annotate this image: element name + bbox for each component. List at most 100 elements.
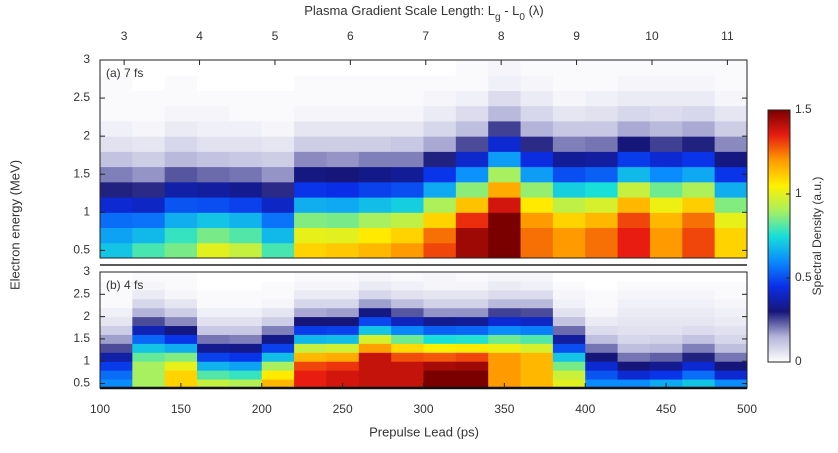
heatmap-cell	[649, 352, 683, 362]
heatmap-cell	[294, 105, 327, 122]
heatmap-cell	[229, 212, 263, 229]
heatmap-cell	[100, 181, 133, 198]
heatmap-cell	[552, 343, 586, 353]
heatmap-cell	[455, 181, 489, 198]
heatmap-cell	[229, 325, 263, 335]
heatmap-cell	[520, 75, 554, 91]
heatmap-cell	[326, 75, 360, 91]
heatmap-cell	[132, 242, 166, 259]
heatmap-cell	[294, 325, 327, 335]
heatmap-cell	[132, 90, 166, 107]
heatmap-cell	[714, 242, 748, 259]
heatmap-cell	[585, 181, 619, 198]
heatmap-cell	[520, 90, 554, 107]
y-tick-label: 3	[83, 52, 90, 66]
heatmap-cell	[326, 361, 360, 371]
heatmap-cell	[488, 60, 522, 76]
heatmap-cell	[455, 316, 489, 327]
heatmap-cell	[100, 197, 133, 213]
panel-label: (b) 4 fs	[106, 278, 143, 292]
heatmap-cell	[455, 242, 489, 259]
heatmap-cell	[649, 242, 683, 259]
heatmap-cell	[714, 343, 748, 353]
heatmap-cell	[682, 75, 716, 91]
heatmap-cell	[714, 166, 748, 183]
heatmap-cell	[552, 280, 586, 291]
heatmap-cell	[164, 120, 198, 137]
y-tick-label: 1.5	[73, 331, 90, 345]
heatmap-cell	[294, 212, 327, 229]
heatmap-cell	[488, 181, 522, 198]
heatmap-cell	[488, 307, 522, 318]
heatmap-cell	[294, 197, 327, 213]
heatmap-cell	[488, 242, 522, 259]
heatmap-cell	[585, 166, 619, 183]
heatmap-cell	[197, 307, 230, 318]
heatmap-cell	[358, 136, 392, 152]
heatmap-cell	[294, 352, 327, 362]
x-tick-label: 100	[90, 402, 110, 416]
heatmap-cell	[682, 212, 716, 229]
heatmap-cell	[520, 379, 554, 389]
heatmap-cell	[391, 379, 424, 389]
heatmap-cell	[132, 298, 166, 309]
heatmap-cell	[132, 307, 166, 318]
heatmap-cell	[552, 325, 586, 335]
heatmap-cell	[197, 272, 230, 282]
heatmap-cell	[326, 197, 360, 213]
heatmap-cell	[164, 298, 198, 309]
heatmap-cell	[391, 136, 424, 152]
heatmap-cell	[649, 370, 683, 380]
heatmap-cell	[617, 298, 651, 309]
heatmap-cell	[714, 212, 748, 229]
heatmap-cell	[358, 361, 392, 371]
y-tick-label: 2.5	[73, 90, 90, 104]
heatmap-cell	[164, 75, 198, 91]
heatmap-cell	[423, 307, 457, 318]
heatmap-cell	[682, 197, 716, 213]
heatmap-cell	[100, 370, 133, 380]
heatmap-cell	[326, 227, 360, 244]
heatmap-cell	[164, 316, 198, 327]
heatmap-cell	[423, 212, 457, 229]
heatmap-cell	[358, 272, 392, 282]
heatmap-cell	[520, 227, 554, 244]
heatmap-cell	[229, 166, 263, 183]
heatmap-cell	[164, 325, 198, 335]
y-tick-label: 2.5	[73, 286, 90, 300]
heatmap-cell	[714, 352, 748, 362]
heatmap-cell	[649, 120, 683, 137]
heatmap-cell	[617, 90, 651, 107]
heatmap-cell	[358, 334, 392, 344]
heatmap-cell	[294, 280, 327, 291]
heatmap-cell	[391, 280, 424, 291]
heatmap-cell	[294, 242, 327, 259]
heatmap-cell	[552, 361, 586, 371]
heatmap-cell	[649, 325, 683, 335]
heatmap-cell	[585, 361, 619, 371]
heatmap-cell	[455, 120, 489, 137]
heatmap-cell	[294, 151, 327, 168]
heatmap-cell	[520, 181, 554, 198]
heatmap-cell	[649, 298, 683, 309]
panel-frame	[99, 59, 748, 259]
heatmap-cell	[326, 166, 360, 183]
heatmap-cell	[617, 334, 651, 344]
heatmap-cell	[132, 136, 166, 152]
heatmap-cell	[261, 166, 295, 183]
heatmap-cell	[714, 120, 748, 137]
heatmap-cell	[358, 280, 392, 291]
heatmap-cell	[585, 298, 619, 309]
heatmap-cell	[682, 352, 716, 362]
x2-tick-label: 5	[272, 29, 279, 43]
heatmap-cell	[488, 298, 522, 309]
heatmap-cell	[714, 370, 748, 380]
heatmap-cell	[132, 181, 166, 198]
heatmap-cell	[423, 379, 457, 389]
heatmap-cell	[552, 370, 586, 380]
heatmap-cell	[164, 197, 198, 213]
heatmap-cell	[520, 272, 554, 282]
heatmap-cell	[423, 227, 457, 244]
heatmap-cell	[197, 120, 230, 137]
heatmap-cell	[552, 181, 586, 198]
